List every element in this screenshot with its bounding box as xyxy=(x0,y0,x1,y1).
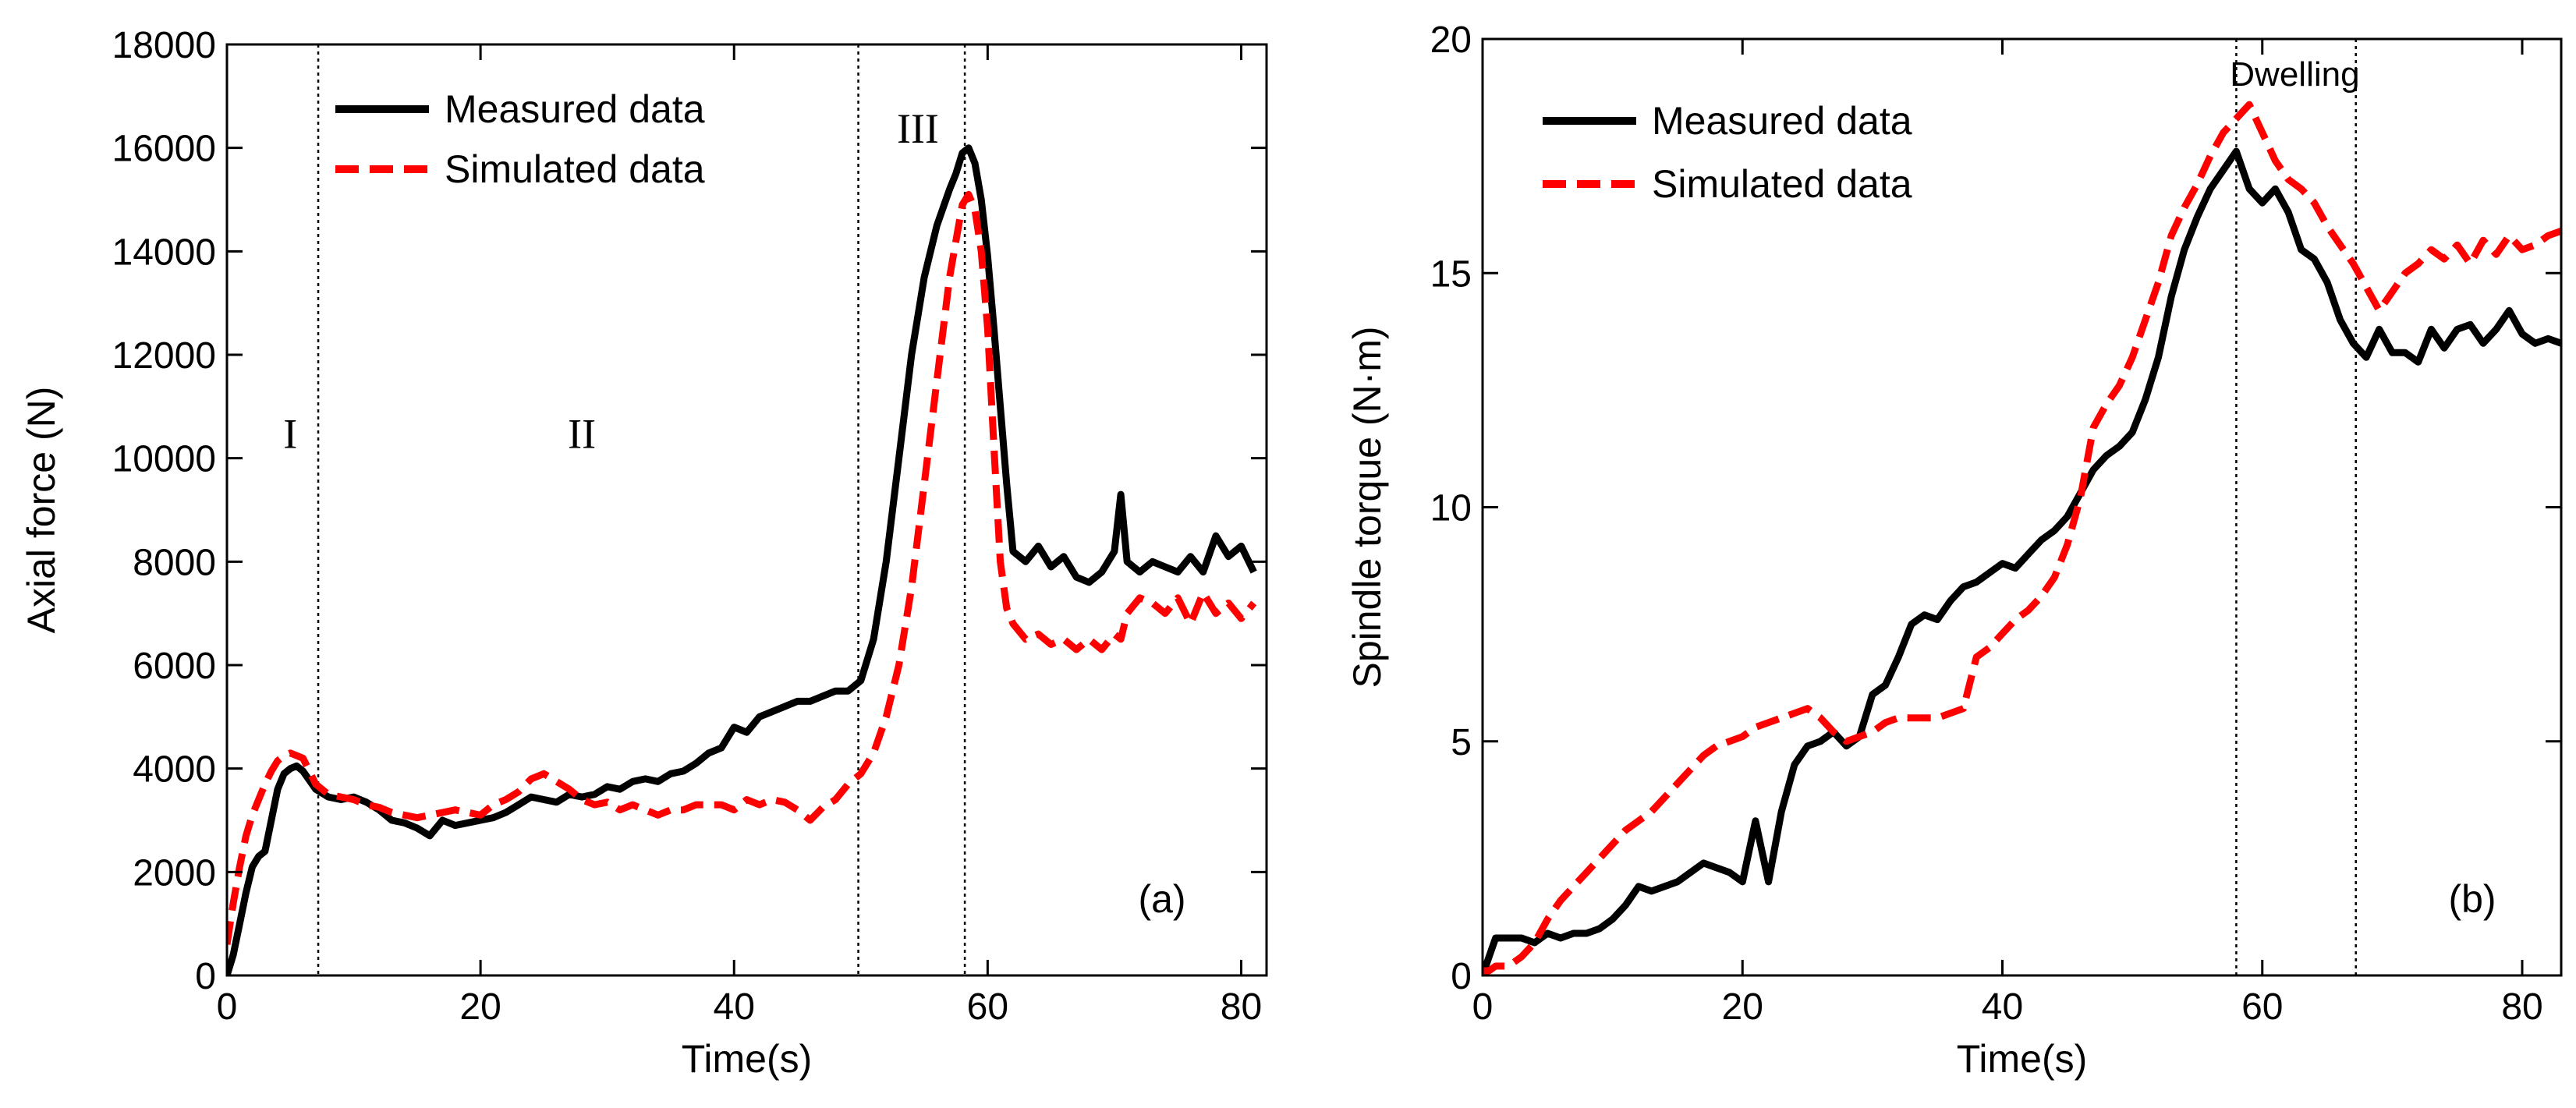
region-label: II xyxy=(568,410,596,457)
y-tick-label: 6000 xyxy=(133,646,216,687)
x-axis-label: Time(s) xyxy=(682,1037,813,1081)
x-axis-label: Time(s) xyxy=(1957,1037,2088,1081)
legend-label: Measured data xyxy=(1652,99,1912,143)
plot-frame xyxy=(1481,37,2563,977)
y-tick-label: 10 xyxy=(1430,488,1472,529)
region-label: I xyxy=(283,410,297,457)
x-tick-label: 80 xyxy=(2501,986,2542,1028)
y-tick-label: 2000 xyxy=(133,852,216,894)
y-tick-label: 15 xyxy=(1430,253,1472,295)
y-tick-label: 16000 xyxy=(112,129,216,170)
y-tick-label: 10000 xyxy=(112,439,216,480)
x-tick-label: 60 xyxy=(967,986,1008,1028)
y-tick-label: 0 xyxy=(1451,956,1472,997)
panel-label: (b) xyxy=(2448,877,2496,921)
x-tick-label: 0 xyxy=(217,986,238,1028)
chart-panel-a: 0 20 40 60 80 0 2000 4000 6000 8000 10000 12000 1400… xyxy=(19,25,1268,1081)
series-line-measured-data xyxy=(227,144,1257,975)
legend-label: Simulated data xyxy=(445,147,705,191)
y-axis-label: Spindle torque (N·m) xyxy=(1345,326,1389,688)
legend-label: Measured data xyxy=(445,87,705,131)
x-tick-label: 20 xyxy=(1722,986,1763,1028)
y-tick-label: 18000 xyxy=(112,25,216,66)
region-label: Dwelling xyxy=(2230,55,2359,94)
x-tick-label: 40 xyxy=(714,986,755,1028)
series-line-simulated-data xyxy=(1483,101,2561,975)
y-tick-label: 20 xyxy=(1430,19,1472,61)
x-tick-label: 80 xyxy=(1221,986,1262,1028)
y-tick-label: 0 xyxy=(195,956,216,997)
legend-label: Simulated data xyxy=(1652,162,1912,206)
series-line-measured-data xyxy=(1483,147,2561,975)
y-axis-label: Axial force (N) xyxy=(19,387,63,634)
plot-frame xyxy=(225,43,1268,977)
y-tick-label: 12000 xyxy=(112,335,216,377)
x-tick-label: 40 xyxy=(1982,986,2023,1028)
chart-panel-b: 0 20 40 60 80 0 5 10 15 20 Time(s) Spindle torque (… xyxy=(1345,19,2563,1081)
region-label: III xyxy=(897,105,939,152)
x-tick-label: 60 xyxy=(2241,986,2283,1028)
plot-data-group xyxy=(227,144,1257,975)
y-tick-label: 4000 xyxy=(133,749,216,791)
y-tick-label: 5 xyxy=(1451,722,1472,763)
x-tick-label: 20 xyxy=(459,986,501,1028)
panel-label: (a) xyxy=(1138,877,1185,921)
x-tick-label: 0 xyxy=(1472,986,1494,1028)
y-tick-label: 8000 xyxy=(133,542,216,583)
series-line-simulated-data xyxy=(227,190,1257,945)
y-tick-label: 14000 xyxy=(112,232,216,273)
plot-data-group xyxy=(1483,101,2561,975)
